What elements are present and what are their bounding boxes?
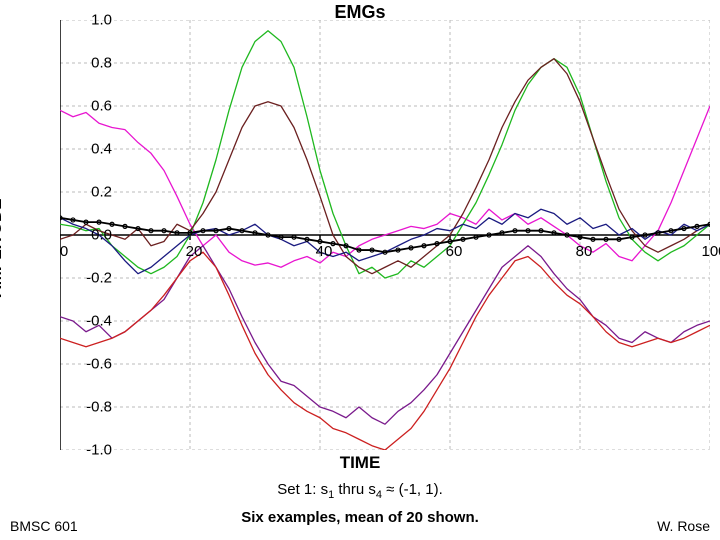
y-tick-label: 0.0 bbox=[91, 227, 112, 244]
y-tick-label: -0.2 bbox=[86, 270, 112, 287]
x-tick-label: 40 bbox=[316, 243, 333, 260]
y-tick-label: -1.0 bbox=[86, 442, 112, 459]
plot-region: -1.0-0.8-0.6-0.4-0.20.00.20.40.60.81.002… bbox=[60, 20, 710, 450]
footer-left: BMSC 601 bbox=[10, 518, 78, 534]
footer-caption-1: Set 1: s1 thru s4 ≈ (-1, 1). bbox=[0, 475, 720, 501]
footer: Set 1: s1 thru s4 ≈ (-1, 1). Six example… bbox=[0, 475, 720, 540]
y-tick-label: -0.4 bbox=[86, 313, 112, 330]
footer-t1a: Set 1: s bbox=[277, 481, 328, 498]
chart-area: EMGs AMPLITUDE TIME -1.0-0.8-0.6-0.4-0.2… bbox=[0, 0, 720, 475]
y-tick-label: 0.4 bbox=[91, 141, 112, 158]
x-tick-label: 80 bbox=[576, 243, 593, 260]
footer-t1c: ≈ (-1, 1). bbox=[382, 481, 443, 498]
x-tick-label: 60 bbox=[446, 243, 463, 260]
y-tick-label: 0.8 bbox=[91, 55, 112, 72]
x-tick-label: 100 bbox=[701, 243, 720, 260]
footer-t1b: thru s bbox=[334, 481, 376, 498]
plot-svg bbox=[60, 20, 710, 450]
x-axis-label: TIME bbox=[340, 453, 381, 473]
y-tick-label: 0.6 bbox=[91, 98, 112, 115]
x-tick-label: 0 bbox=[60, 243, 68, 260]
x-tick-label: 20 bbox=[186, 243, 203, 260]
y-tick-label: 1.0 bbox=[91, 12, 112, 29]
footer-caption-2: Six examples, mean of 20 shown. bbox=[0, 501, 720, 526]
y-tick-label: -0.8 bbox=[86, 399, 112, 416]
footer-right: W. Rose bbox=[657, 518, 710, 534]
y-axis-label: AMPLITUDE bbox=[0, 198, 6, 297]
y-tick-label: 0.2 bbox=[91, 184, 112, 201]
y-tick-label: -0.6 bbox=[86, 356, 112, 373]
